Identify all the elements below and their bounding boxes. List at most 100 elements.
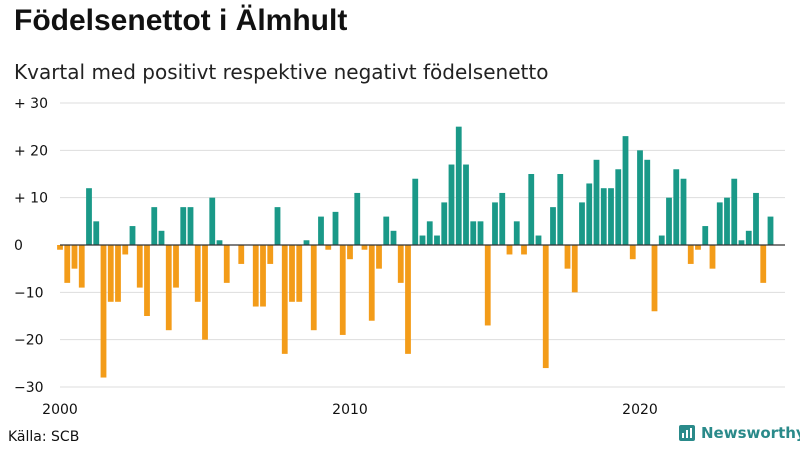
bar bbox=[687, 245, 694, 264]
bar bbox=[86, 188, 92, 245]
bar bbox=[470, 221, 477, 245]
bar-series bbox=[57, 126, 774, 378]
bar bbox=[528, 174, 535, 245]
bar bbox=[252, 245, 259, 307]
bar bbox=[434, 235, 440, 245]
y-tick-label: −20 bbox=[14, 333, 44, 349]
bar bbox=[767, 216, 774, 245]
bar bbox=[202, 245, 208, 340]
bar bbox=[165, 245, 172, 331]
bar bbox=[550, 207, 556, 245]
brand-logo: Newsworthy bbox=[679, 424, 800, 442]
bar bbox=[158, 230, 165, 245]
bar bbox=[136, 245, 143, 288]
bar bbox=[64, 245, 71, 283]
y-tick-label: + 20 bbox=[14, 143, 48, 159]
bar bbox=[412, 178, 419, 245]
bar bbox=[57, 245, 63, 250]
bar bbox=[535, 235, 542, 245]
chart-subtitle: Kvartal med positivt respektive negativt… bbox=[14, 60, 549, 84]
bar bbox=[173, 245, 179, 288]
bar bbox=[658, 235, 665, 245]
bar bbox=[296, 245, 303, 302]
bar bbox=[339, 245, 346, 335]
bar bbox=[289, 245, 295, 302]
bar bbox=[673, 169, 680, 245]
bar bbox=[93, 221, 100, 245]
bar bbox=[579, 202, 585, 245]
bar bbox=[281, 245, 288, 354]
bar bbox=[115, 245, 121, 302]
bar bbox=[513, 221, 520, 245]
x-tick-label: 2010 bbox=[332, 402, 368, 418]
bar bbox=[267, 245, 274, 264]
bar bbox=[129, 226, 136, 245]
bar bbox=[709, 245, 716, 269]
bar bbox=[666, 197, 672, 245]
y-axis-ticks: + 30 + 20 + 10 0 −10 −20 −30 bbox=[14, 96, 48, 396]
bar bbox=[419, 235, 426, 245]
bar bbox=[368, 245, 375, 321]
bar bbox=[383, 216, 390, 245]
bar bbox=[347, 245, 353, 260]
bar bbox=[738, 240, 745, 245]
bar bbox=[463, 164, 469, 245]
bar bbox=[180, 207, 187, 245]
bar bbox=[151, 207, 158, 245]
bar bbox=[753, 192, 759, 245]
bar bbox=[223, 245, 230, 283]
bar bbox=[209, 197, 216, 245]
bar-chart: + 30 + 20 + 10 0 −10 −20 −30 2000 2010 2020 bbox=[14, 96, 785, 418]
chart-title: Födelsenettot i Älmhult bbox=[14, 4, 348, 37]
bar bbox=[405, 245, 411, 354]
bar bbox=[318, 216, 324, 245]
bar bbox=[484, 245, 491, 326]
bar bbox=[492, 202, 498, 245]
y-tick-label: −10 bbox=[14, 285, 44, 301]
bar bbox=[122, 245, 129, 255]
bar-chart-icon bbox=[679, 425, 695, 441]
bar bbox=[100, 245, 107, 378]
bar bbox=[608, 188, 614, 245]
bar bbox=[332, 211, 339, 245]
bar bbox=[695, 245, 701, 250]
y-tick-label: + 30 bbox=[14, 96, 48, 112]
bar bbox=[586, 183, 593, 245]
y-tick-label: 0 bbox=[14, 238, 23, 254]
bar bbox=[238, 245, 245, 264]
bar bbox=[629, 245, 636, 260]
x-tick-label: 2000 bbox=[42, 402, 78, 418]
bar bbox=[310, 245, 317, 331]
y-tick-label: + 10 bbox=[14, 191, 48, 207]
bar bbox=[477, 221, 484, 245]
bar bbox=[354, 192, 361, 245]
bar bbox=[194, 245, 201, 302]
bar bbox=[78, 245, 85, 288]
bar bbox=[724, 197, 730, 245]
bar bbox=[521, 245, 527, 255]
bar bbox=[274, 207, 281, 245]
bar bbox=[303, 240, 310, 245]
bar bbox=[397, 245, 404, 283]
bar bbox=[564, 245, 571, 269]
x-axis-ticks: 2000 2010 2020 bbox=[42, 402, 658, 418]
bar bbox=[448, 164, 455, 245]
y-tick-label: −30 bbox=[14, 380, 44, 396]
bar bbox=[644, 159, 651, 245]
bar bbox=[144, 245, 150, 316]
bar bbox=[260, 245, 266, 307]
bar bbox=[499, 192, 506, 245]
bar bbox=[107, 245, 114, 302]
bar bbox=[716, 202, 723, 245]
bar bbox=[325, 245, 332, 250]
bar bbox=[745, 230, 752, 245]
x-tick-label: 2020 bbox=[622, 402, 658, 418]
bar bbox=[390, 230, 397, 245]
bar bbox=[593, 159, 600, 245]
bar bbox=[426, 221, 433, 245]
bar bbox=[622, 136, 629, 245]
bar bbox=[680, 178, 687, 245]
bar bbox=[455, 126, 462, 245]
source-note: Källa: SCB bbox=[8, 429, 80, 445]
bar bbox=[542, 245, 549, 369]
